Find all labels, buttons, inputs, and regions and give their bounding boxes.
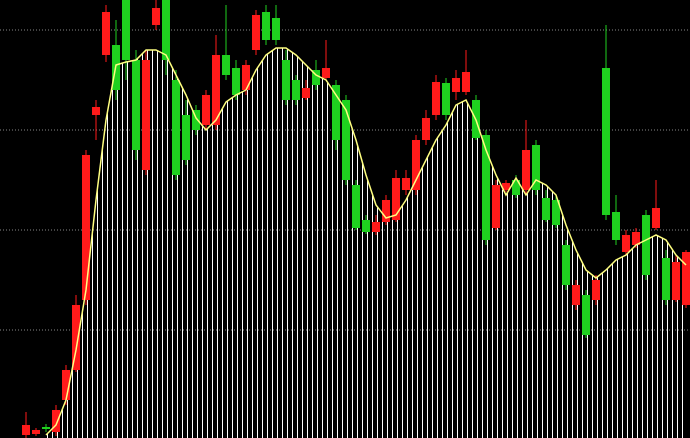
candle-body: [442, 83, 450, 115]
candle-body: [452, 78, 460, 92]
candle-body: [622, 235, 630, 252]
candle-body: [412, 140, 420, 190]
candle-body: [672, 262, 680, 300]
candle-body: [392, 178, 400, 220]
candle-body: [82, 155, 90, 300]
candle-body: [342, 100, 350, 180]
candle-body: [312, 70, 320, 85]
candle-body: [632, 232, 640, 245]
candle-body: [522, 150, 530, 190]
candle-body: [462, 72, 470, 92]
candle-body: [292, 80, 300, 100]
candle-body: [152, 8, 160, 25]
candle-body: [172, 80, 180, 175]
candle-body: [642, 215, 650, 275]
candle-body: [192, 110, 200, 130]
candle-body: [122, 0, 130, 60]
candle-body: [592, 280, 600, 300]
candle-body: [612, 212, 620, 240]
candle-body: [562, 245, 570, 285]
candle-body: [212, 55, 220, 125]
candle-body: [202, 95, 210, 125]
candle-body: [102, 12, 110, 55]
candle-body: [362, 220, 370, 232]
candle-body: [62, 370, 70, 400]
candle-body: [512, 180, 520, 195]
candle-body: [502, 183, 510, 190]
candle-body: [382, 200, 390, 222]
candle-body: [602, 68, 610, 215]
candle-body: [232, 68, 240, 95]
candle-body: [552, 200, 560, 225]
candle-body: [42, 427, 50, 429]
candle-body: [572, 285, 580, 305]
candle-body: [182, 115, 190, 160]
candle-body: [492, 185, 500, 228]
candle-body: [32, 430, 40, 434]
candle-body: [322, 68, 330, 78]
candle-body: [142, 60, 150, 170]
ma-area: [46, 48, 686, 438]
candle-body: [302, 88, 310, 98]
candle-body: [332, 85, 340, 140]
candle-body: [542, 198, 550, 220]
candle-body: [582, 295, 590, 335]
candle-body: [432, 82, 440, 115]
candle-body: [72, 305, 80, 370]
candle-body: [372, 222, 380, 232]
candle-body: [222, 55, 230, 75]
candle-body: [252, 15, 260, 50]
candle-body: [352, 185, 360, 228]
candle-body: [22, 425, 30, 435]
candle-body: [682, 252, 690, 305]
candle-body: [132, 60, 140, 150]
candle-body: [162, 0, 170, 60]
candle-body: [532, 145, 540, 190]
candle-body: [262, 12, 270, 40]
candle-body: [662, 258, 670, 300]
candle-body: [422, 118, 430, 140]
candle-body: [282, 60, 290, 100]
candle-body: [242, 65, 250, 90]
candle-body: [482, 135, 490, 240]
candle-body: [92, 107, 100, 115]
candle-body: [402, 178, 410, 190]
candle-body: [52, 410, 60, 432]
ma-line: [45, 47, 687, 436]
candle-body: [272, 18, 280, 40]
candle-body: [652, 208, 660, 228]
